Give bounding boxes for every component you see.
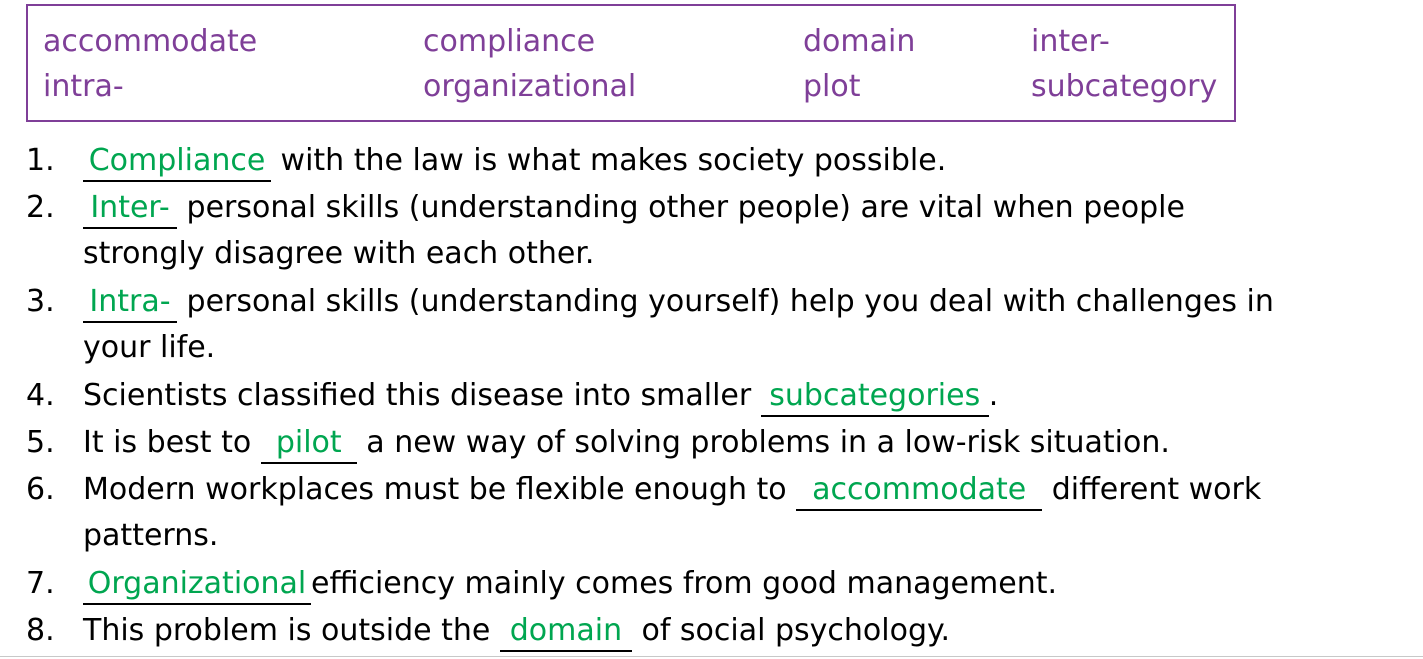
item-text: Organizational efficiency mainly comes fr… — [83, 561, 1393, 607]
item-number: 1. — [26, 143, 55, 178]
word-bank-box: accommodate compliance domain inter- int… — [26, 4, 1236, 122]
word-bank-item: compliance — [423, 24, 596, 59]
item-number: 7. — [26, 566, 55, 601]
answer-word: Inter- — [90, 190, 170, 225]
item-text: Inter- personal skills (understanding ot… — [83, 185, 1393, 231]
answer-word: Compliance — [88, 143, 266, 178]
item-number: 5. — [26, 425, 55, 460]
item-text: Scientists classified this disease into … — [83, 373, 1393, 419]
answer-blank: pilot — [260, 424, 357, 464]
answer-blank: domain — [499, 612, 632, 652]
answer-blank: subcategories — [760, 377, 989, 417]
item-text: This problem is outside the domain of so… — [83, 608, 1393, 654]
item-text-continued: patterns. — [83, 518, 219, 553]
item-text-continued: your life. — [83, 330, 216, 365]
answer-blank: accommodate — [796, 471, 1043, 511]
answer-word: Intra- — [89, 284, 171, 319]
answer-word: domain — [509, 613, 623, 648]
answer-word: Organizational — [87, 566, 307, 601]
item-number: 3. — [26, 284, 55, 319]
word-bank-item: plot — [803, 69, 861, 104]
answer-word: accommodate — [812, 472, 1027, 507]
item-text: Intra- personal skills (understanding yo… — [83, 279, 1393, 325]
item-text-continued: strongly disagree with each other. — [83, 236, 595, 271]
word-bank-item: intra- — [43, 69, 124, 104]
answer-word: pilot — [275, 425, 342, 460]
word-bank-item: subcategory — [1031, 69, 1218, 104]
answer-blank: Compliance — [83, 142, 271, 182]
item-number: 4. — [26, 378, 55, 413]
word-bank-item: inter- — [1031, 24, 1110, 59]
word-bank-item: domain — [803, 24, 916, 59]
answer-word: subcategories — [769, 378, 981, 413]
word-bank-item: accommodate — [43, 24, 258, 59]
answer-blank: Inter- — [83, 189, 177, 229]
answer-blank: Intra- — [83, 283, 177, 323]
item-text: It is best to pilot a new way of solving… — [83, 420, 1393, 466]
item-text: Compliance with the law is what makes so… — [83, 138, 1393, 184]
word-bank-item: organizational — [423, 69, 637, 104]
bottom-divider — [0, 656, 1423, 657]
item-number: 8. — [26, 613, 55, 648]
item-number: 2. — [26, 190, 55, 225]
answer-blank: Organizational — [83, 565, 311, 605]
item-text: Modern workplaces must be flexible enoug… — [83, 467, 1393, 513]
item-number: 6. — [26, 472, 55, 507]
